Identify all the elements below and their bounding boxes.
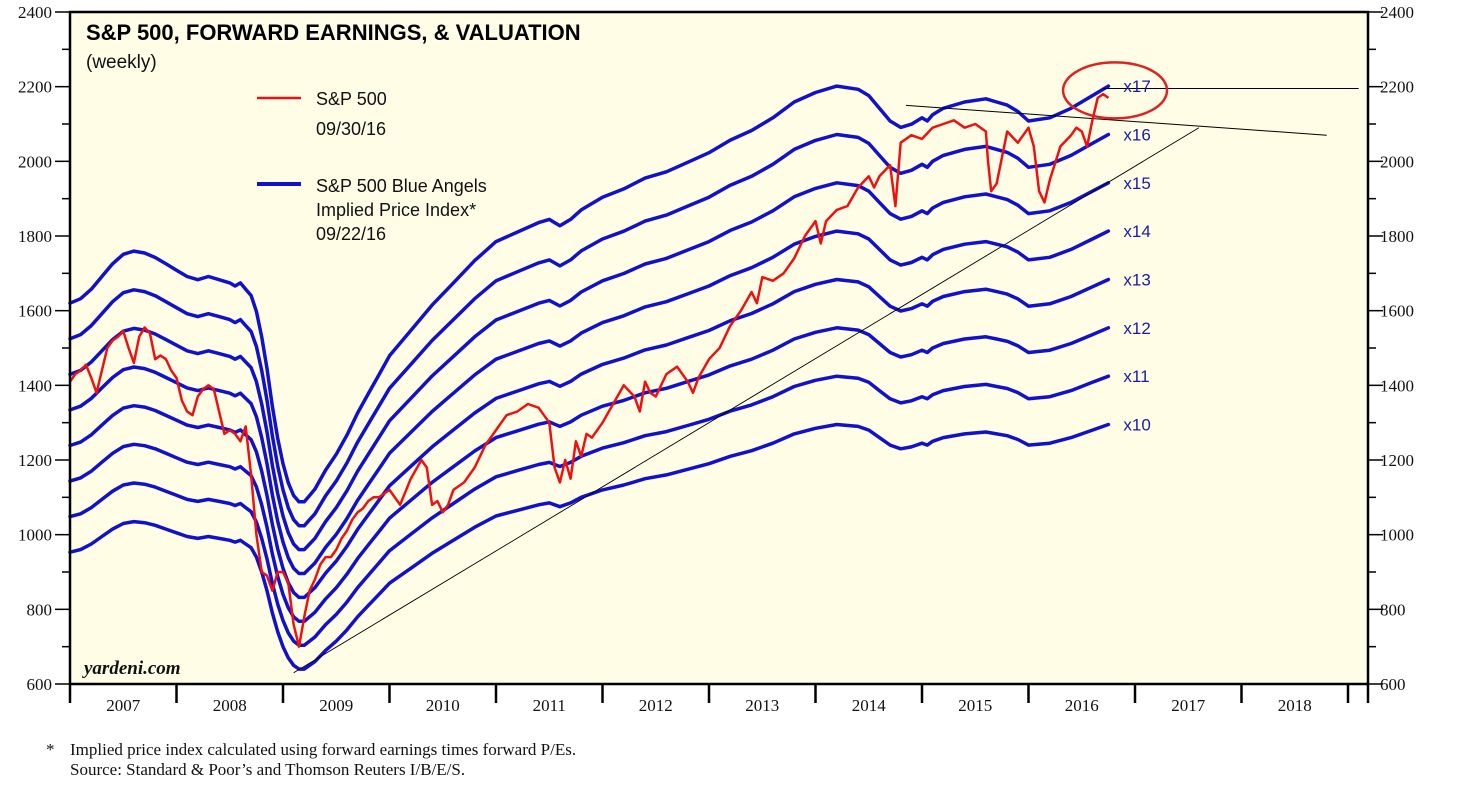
blue-angels-band-x15 <box>68 181 1111 552</box>
y-tick-label-right: 1200 <box>1380 451 1414 470</box>
y-tick-label-right: 600 <box>1380 675 1406 694</box>
y-tick-label-right: 1800 <box>1380 227 1414 246</box>
multiple-label-x14: x14 <box>1123 222 1150 241</box>
legend-label-blue-angels: S&P 500 Blue Angels <box>316 176 487 196</box>
multiple-label-x10: x10 <box>1123 416 1150 435</box>
y-tick-label-left: 1200 <box>18 451 52 470</box>
blue-angels-band-x13 <box>68 277 1111 600</box>
multiple-labels: x10 x11 x12 x13 x14 x15 x16 x17 <box>1123 77 1150 434</box>
multiple-label-x11: x11 <box>1123 367 1149 386</box>
chart-subtitle: (weekly) <box>86 52 157 73</box>
footnote: * Implied price index calculated using fo… <box>46 740 576 780</box>
y-tick-label-right: 1000 <box>1380 526 1414 545</box>
blue-angels-band-x14 <box>68 229 1111 576</box>
footnote-line-2: Source: Standard & Poor’s and Thomson Re… <box>70 760 466 779</box>
legend-date-blue-angels: 09/22/16 <box>316 224 386 244</box>
multiple-label-x15: x15 <box>1123 174 1150 193</box>
y-tick-label-right: 2200 <box>1380 78 1414 97</box>
y-tick-label-left: 2200 <box>18 78 52 97</box>
multiple-label-x12: x12 <box>1123 319 1150 338</box>
annotations <box>293 88 1359 674</box>
legend-date-sp500: 09/30/16 <box>316 119 386 139</box>
legend-label-blue-angels-line2: Implied Price Index* <box>316 200 476 220</box>
x-tick-label: 2011 <box>533 696 566 715</box>
x-tick-label: 2016 <box>1065 696 1099 715</box>
blue-angels-band-x12 <box>68 326 1111 624</box>
y-tick-label-right: 800 <box>1380 600 1406 619</box>
multiple-label-x17: x17 <box>1123 77 1150 96</box>
y-tick-label-left: 2400 <box>18 3 52 22</box>
x-axis: 2007 2008 2009 2010 2011 2012 2013 2014 2015 2016… <box>68 684 1370 715</box>
y-tick-label-right: 1400 <box>1380 376 1414 395</box>
footnote-star: * <box>46 740 55 759</box>
y-tick-label-left: 800 <box>27 600 53 619</box>
trend-line-upper <box>905 104 1327 136</box>
y-tick-label-left: 1600 <box>18 302 52 321</box>
y-tick-label-right: 2400 <box>1380 3 1414 22</box>
blue-angels-band-x11 <box>68 374 1111 647</box>
chart-title: S&P 500, FORWARD EARNINGS, & VALUATION <box>86 20 581 45</box>
x-tick-label: 2010 <box>426 696 460 715</box>
footnote-text-1: Implied price index calculated using for… <box>70 740 577 759</box>
y-axis-left: 600 800 1000 1200 1400 1600 1800 2000 2200 2400 <box>18 3 70 694</box>
y-axis-right: 600 800 1000 1200 1400 1600 1800 2000 2200 2400 <box>1368 3 1414 694</box>
blue-angels-bands <box>68 84 1111 671</box>
highlight-circle <box>1061 61 1169 120</box>
blue-angels-band-x16 <box>68 132 1111 528</box>
x-tick-label: 2008 <box>213 696 247 715</box>
multiple-label-x13: x13 <box>1123 270 1150 289</box>
legend: S&P 500 09/30/16 S&P 500 Blue Angels Imp… <box>257 89 487 244</box>
blue-angels-band-x17 <box>68 84 1111 504</box>
x-tick-label: 2012 <box>639 696 673 715</box>
chart: 600 800 1000 1200 1400 1600 1800 2000 2200 2400 6… <box>18 3 1414 715</box>
trend-line-lower <box>293 127 1200 674</box>
watermark: yardeni.com <box>82 658 181 679</box>
footnote-line-1: * Implied price index calculated using fo… <box>46 740 576 760</box>
y-tick-label-left: 1800 <box>18 227 52 246</box>
blue-angels-band-x10 <box>68 422 1111 671</box>
x-tick-label: 2015 <box>958 696 992 715</box>
y-tick-label-right: 2000 <box>1380 152 1414 171</box>
y-tick-label-left: 1400 <box>18 376 52 395</box>
multiple-label-x16: x16 <box>1123 125 1150 144</box>
y-tick-label-left: 1000 <box>18 526 52 545</box>
y-tick-label-left: 600 <box>27 675 53 694</box>
y-tick-label-right: 1600 <box>1380 302 1414 321</box>
x-tick-label: 2017 <box>1171 696 1206 715</box>
x-tick-label: 2009 <box>319 696 353 715</box>
y-tick-label-left: 2000 <box>18 152 52 171</box>
x-tick-label: 2013 <box>745 696 779 715</box>
sp500-line <box>68 92 1110 648</box>
legend-label-sp500: S&P 500 <box>316 89 387 109</box>
x-tick-label: 2014 <box>852 696 887 715</box>
x-tick-label: 2018 <box>1278 696 1312 715</box>
sp500-series <box>68 61 1169 648</box>
x-tick-label: 2007 <box>106 696 141 715</box>
